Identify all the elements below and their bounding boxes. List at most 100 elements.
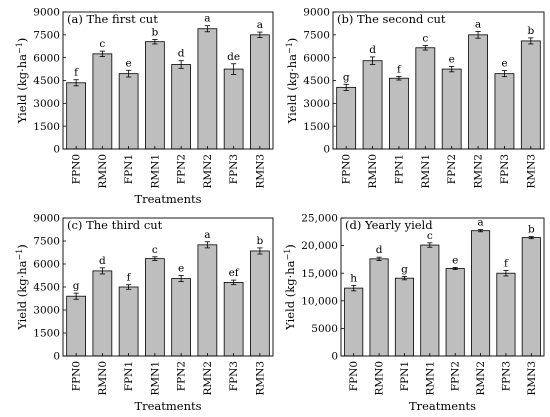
error-bar-fpn1 bbox=[125, 69, 132, 78]
bar-rmn3 bbox=[520, 40, 541, 150]
y-tick-label: 20,000 bbox=[301, 240, 338, 252]
panel-title: (b) The second cut bbox=[337, 12, 446, 26]
x-tick-label: FPN3 bbox=[228, 361, 240, 391]
error-bar-rmn0 bbox=[99, 267, 106, 275]
y-tick-label: 0 bbox=[53, 351, 60, 363]
error-bar-fpn2 bbox=[178, 60, 184, 69]
significance-letter: e bbox=[452, 254, 458, 266]
error-bar-rmn1 bbox=[427, 242, 433, 248]
chart-panel-2: g FPN0 d RMN0 f FPN1 c RMN1 e FPN2 a RMN2 e FPN3 b RMN3… bbox=[285, 7, 545, 189]
x-axis-label: Treatments bbox=[134, 192, 201, 206]
significance-letter: a bbox=[475, 18, 481, 30]
error-bar-fpn2 bbox=[178, 275, 184, 283]
significance-letter: c bbox=[422, 32, 428, 44]
x-axis-label: Treatments bbox=[409, 399, 476, 413]
significance-letter: e bbox=[501, 58, 507, 70]
x-tick-label: FPN3 bbox=[499, 154, 511, 184]
error-bar-rmn2 bbox=[478, 229, 484, 233]
y-tick-label: 25,000 bbox=[301, 213, 338, 225]
x-tick-label: RMN3 bbox=[525, 154, 537, 189]
significance-letter: d bbox=[178, 48, 185, 60]
bar-fpn0 bbox=[344, 287, 364, 357]
y-tick-label: 4500 bbox=[33, 75, 60, 87]
bar-fpn1 bbox=[118, 286, 139, 357]
x-axis-label: Treatments bbox=[134, 399, 201, 413]
significance-letter: c bbox=[152, 244, 158, 256]
x-tick-label: RMN1 bbox=[420, 154, 432, 189]
significance-letter: h bbox=[350, 272, 357, 284]
error-bar-fpn2 bbox=[449, 65, 455, 73]
bar-fpn0 bbox=[66, 82, 86, 150]
error-bar-fpn2 bbox=[452, 266, 458, 271]
bar-fpn3 bbox=[223, 68, 244, 150]
x-tick-label: FPN3 bbox=[500, 361, 512, 391]
x-tick-label: FPN1 bbox=[123, 154, 135, 184]
plot-frame bbox=[340, 217, 545, 357]
significance-letter: a bbox=[204, 229, 210, 241]
bar-rmn0 bbox=[92, 270, 113, 357]
bar-rmn2 bbox=[468, 34, 488, 150]
significance-letter: a bbox=[477, 217, 483, 229]
error-bar-fpn0 bbox=[73, 292, 79, 300]
error-bar-fpn1 bbox=[401, 276, 407, 281]
significance-letter: ef bbox=[229, 267, 240, 279]
x-tick-label: RMN1 bbox=[149, 361, 161, 396]
x-tick-label: RMN1 bbox=[424, 361, 436, 396]
x-tick-label: FPN2 bbox=[450, 361, 462, 391]
y-tick-label: 7500 bbox=[303, 29, 330, 41]
significance-letter: d bbox=[369, 44, 376, 56]
panel-title: (c) The third cut bbox=[67, 218, 163, 232]
y-tick-label: 10,000 bbox=[301, 295, 338, 307]
y-tick-label: 1500 bbox=[33, 121, 60, 133]
error-bar-fpn0 bbox=[343, 83, 349, 91]
x-tick-label: FPN3 bbox=[228, 154, 240, 184]
x-tick-label: RMN1 bbox=[149, 154, 161, 189]
significance-letter: g bbox=[401, 264, 408, 276]
significance-letter: b bbox=[152, 26, 159, 38]
bar-rmn1 bbox=[145, 41, 165, 150]
x-tick-label: RMN3 bbox=[526, 361, 538, 396]
bar-rmn0 bbox=[362, 60, 383, 150]
error-bar-rmn1 bbox=[152, 39, 158, 45]
chart-panel-1: f FPN0 c RMN0 e FPN1 b RMN1 d FPN2 a RMN2 de FPN3 a RMN… bbox=[15, 7, 274, 206]
significance-letter: c bbox=[427, 230, 433, 242]
bar-fpn1 bbox=[118, 73, 139, 150]
error-bar-rmn1 bbox=[152, 256, 158, 261]
x-tick-label: RMN3 bbox=[254, 154, 266, 189]
y-tick-label: 4500 bbox=[33, 282, 60, 294]
plot-frame bbox=[332, 11, 545, 150]
significance-letter: b bbox=[528, 223, 535, 235]
significance-letter: f bbox=[127, 272, 132, 284]
significance-letter: b bbox=[527, 25, 534, 37]
error-bar-fpn0 bbox=[351, 284, 357, 292]
x-tick-label: FPN2 bbox=[176, 154, 188, 184]
bar-rmn0 bbox=[369, 258, 389, 357]
y-axis-label: Yield (kg·ha−1) bbox=[15, 244, 29, 331]
significance-letter: f bbox=[74, 67, 79, 79]
y-tick-label: 0 bbox=[53, 144, 60, 156]
y-tick-label: 5000 bbox=[311, 323, 338, 335]
bar-rmn2 bbox=[197, 28, 218, 150]
significance-letter: d bbox=[376, 244, 383, 256]
bar-fpn2 bbox=[171, 64, 191, 150]
bar-fpn2 bbox=[441, 68, 462, 150]
x-tick-label: FPN0 bbox=[348, 361, 360, 391]
bar-fpn3 bbox=[496, 272, 516, 357]
error-bar-rmn2 bbox=[204, 241, 211, 249]
x-tick-label: RMN3 bbox=[254, 361, 266, 396]
bar-rmn3 bbox=[250, 34, 270, 150]
significance-letter: a bbox=[204, 13, 210, 25]
y-axis-label: Yield (kg·ha−1) bbox=[285, 38, 299, 125]
error-bar-rmn3 bbox=[528, 37, 534, 45]
panel-title: (d) Yearly yield bbox=[345, 218, 433, 232]
significance-letter: g bbox=[73, 280, 80, 292]
x-tick-label: RMN0 bbox=[97, 154, 109, 189]
y-tick-label: 3000 bbox=[33, 305, 60, 317]
x-tick-label: RMN2 bbox=[473, 154, 485, 189]
error-bar-rmn3 bbox=[528, 236, 534, 240]
x-tick-label: FPN1 bbox=[399, 361, 411, 391]
x-tick-label: FPN2 bbox=[446, 154, 458, 184]
bar-fpn3 bbox=[223, 281, 244, 357]
y-tick-label: 0 bbox=[331, 351, 338, 363]
bar-fpn1 bbox=[389, 77, 409, 150]
